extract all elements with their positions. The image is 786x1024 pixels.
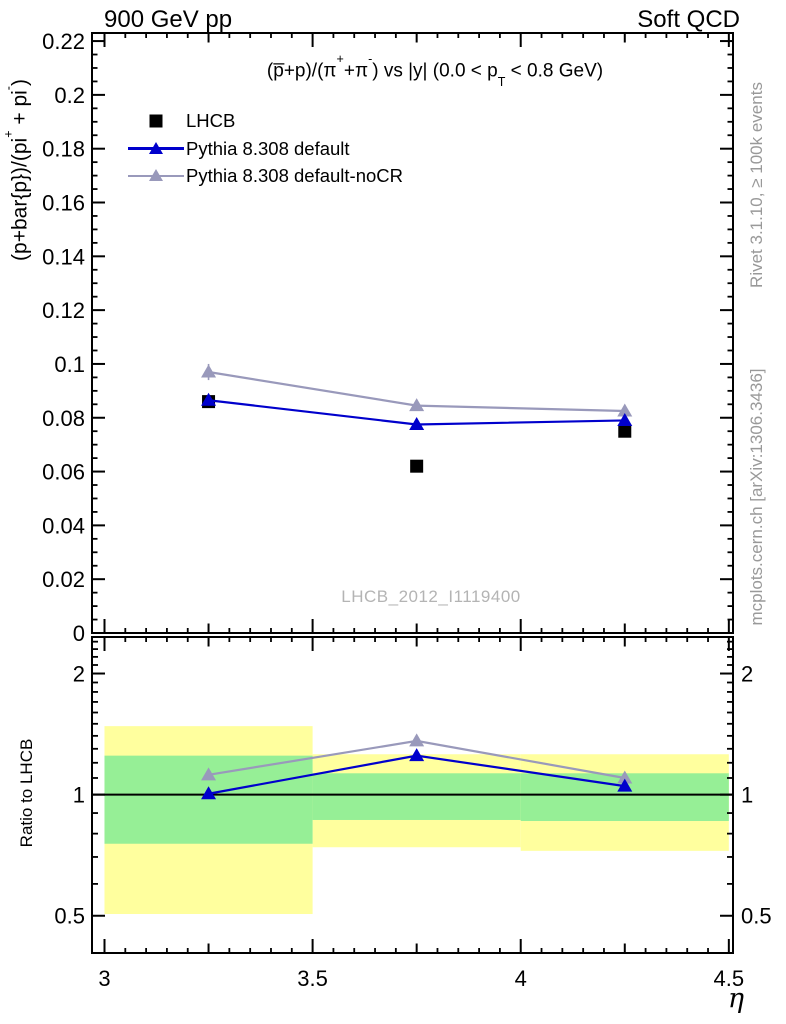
x-tick-label: 4.5 [714, 966, 745, 991]
data-point [201, 392, 217, 406]
data-point [409, 733, 425, 747]
main-y-tick-label: 0.08 [42, 406, 85, 431]
ratio-y-tick-label-right: 2 [741, 662, 753, 687]
main-y-axis-title: (p+bar{p})/(pi+ + pi-) [2, 79, 33, 261]
mcplots-arxiv-label: mcplots.cern.ch [arXiv:1306.3436] [747, 368, 766, 626]
green-band [312, 773, 521, 820]
x-tick-label: 3.5 [297, 966, 328, 991]
beam-energy-label: 900 GeV pp [104, 6, 233, 33]
y-title-part: + pi [8, 90, 32, 131]
data-point [409, 748, 425, 762]
ratio-y-tick-label: 1 [73, 783, 85, 808]
triangle-line-marker-icon [127, 162, 185, 190]
data-point [409, 416, 425, 430]
main-y-axis-ticks: 0 0.02 0.04 0.06 0.08 0.1 0.12 0.14 0.16 0.18 0.2 0… [42, 29, 733, 646]
main-y-tick-label: 0.16 [42, 191, 85, 216]
ratio-y-axis-ticks: 0.5 0.5 1 1 2 2 [54, 640, 772, 929]
main-y-tick-label: 0 [73, 621, 85, 646]
series-pythia-8-308-default-main [201, 392, 633, 430]
legend-label: Pythia 8.308 default-noCR [186, 165, 403, 186]
legend-item-lhcb: LHCB [127, 107, 235, 135]
series-pythia-8-308-default-nocr-main [201, 363, 633, 417]
title-part: +π [343, 60, 369, 82]
main-y-tick-label: 0.22 [42, 29, 85, 54]
title-sup-minus: - [368, 51, 373, 66]
x-axis-tick-labels: 3 3.5 4 4.5 [98, 966, 744, 991]
rivet-version-label: Rivet 3.1.10, ≥ 100k events [747, 82, 766, 288]
y-title-part: ) [8, 79, 32, 87]
y-title-part: (p+bar{p})/(pi [8, 137, 32, 261]
x-axis-title: η [727, 983, 745, 1015]
process-group-label: Soft QCD [637, 6, 740, 33]
data-point [618, 424, 632, 438]
data-point [201, 364, 217, 378]
analysis-id-watermark: LHCB_2012_I1119400 [341, 587, 521, 606]
data-point [201, 786, 217, 800]
data-point [617, 778, 633, 792]
observable-title: (p̅+p)/(π++π-) vs |y| (0.0 < pT < 0.8 Ge… [266, 52, 604, 89]
ratio-y-tick-label: 0.5 [54, 904, 85, 929]
title-part: ) vs |y| (0.0 < p [372, 60, 498, 82]
data-point [201, 767, 217, 781]
series-pythia-8-308-default-nocr-ratio [201, 733, 633, 784]
x-tick-label: 4 [515, 966, 527, 991]
main-y-tick-label: 0.2 [54, 83, 85, 108]
title-sub-T: T [497, 75, 506, 90]
ratio-y-tick-label-right: 1 [741, 783, 753, 808]
main-y-tick-label: 0.12 [42, 298, 85, 323]
title-sup-plus: + [336, 51, 344, 66]
main-y-tick-label: 0.04 [42, 513, 85, 538]
legend-item-pythia-default: Pythia 8.308 default [127, 135, 350, 163]
ratio-y-tick-label-right: 0.5 [741, 904, 772, 929]
title-part: < 0.8 GeV) [505, 60, 604, 82]
main-y-tick-label: 0.18 [42, 137, 85, 162]
ratio-y-tick-label: 2 [73, 662, 85, 687]
lhcb-square-marker-icon [127, 107, 185, 135]
x-tick-label: 3 [98, 966, 110, 991]
data-point [409, 398, 425, 412]
title-part: (p̅+p)/(π [266, 60, 337, 82]
x-axis-ticks [103, 33, 730, 953]
main-y-tick-label: 0.06 [42, 460, 85, 485]
main-frame [91, 32, 734, 634]
data-point [617, 412, 633, 426]
main-y-tick-label: 0.14 [42, 244, 85, 269]
main-y-tick-label: 0.02 [42, 567, 85, 592]
y-title-sup-minus: - [1, 86, 16, 91]
data-point [410, 459, 424, 473]
legend-label: Pythia 8.308 default [186, 137, 350, 159]
triangle-line-marker-icon [127, 135, 185, 163]
legend-label: LHCB [186, 110, 236, 131]
y-title-sup-plus: + [1, 130, 16, 138]
data-point [617, 770, 633, 784]
legend-item-pythia-nocr: Pythia 8.308 default-noCR [127, 162, 403, 190]
series-pythia-8-308-default-ratio [201, 748, 633, 800]
ratio-y-axis-title: Ratio to LHCB [17, 738, 36, 848]
data-point [617, 403, 633, 417]
main-y-tick-label: 0.1 [54, 352, 85, 377]
